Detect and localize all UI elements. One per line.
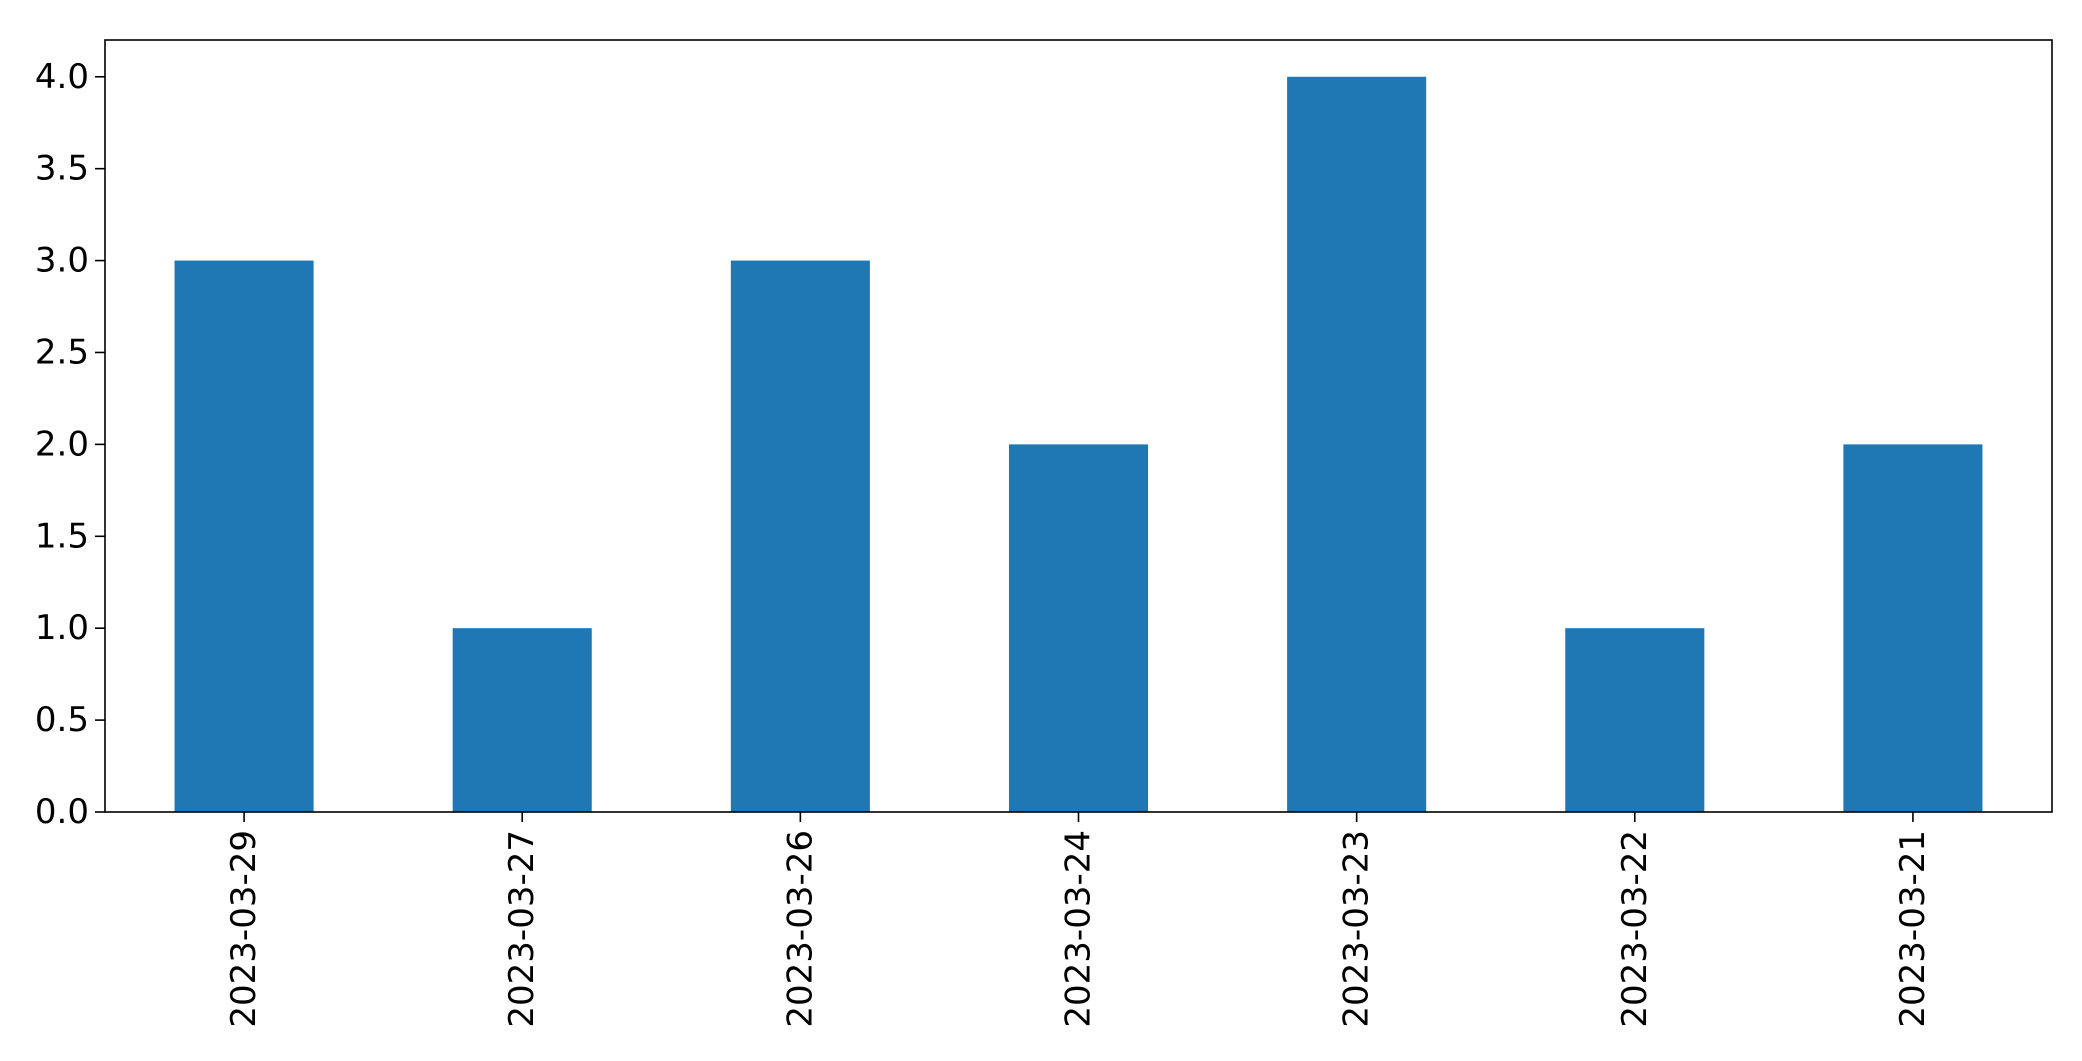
bar-2023-03-24 [1008,444,1149,812]
bar-2023-03-27 [452,628,592,812]
bar-2023-03-29 [174,260,314,813]
x-tick-label: 2023-03-22 [1615,830,1655,1028]
y-tick-label: 1.5 [35,516,89,556]
plot-frame [104,39,2053,813]
y-tick-label: 2.0 [35,424,89,464]
y-tick-label: 3.0 [35,241,89,281]
bar-2023-03-22 [1565,628,1705,812]
y-tick-label: 0.5 [35,700,89,740]
x-tick-label: 2023-03-24 [1059,830,1099,1028]
bar-2023-03-26 [730,260,870,813]
x-tick-label: 2023-03-21 [1893,830,1933,1028]
y-tick-label: 3.5 [35,149,89,189]
x-tick-label: 2023-03-27 [502,830,542,1028]
y-axis: 0.0 0.5 1.0 1.5 2.0 2.5 3.0 3.5 4.0 [35,57,105,832]
y-tick-label: 1.0 [35,608,89,648]
y-tick-label: 2.5 [35,332,89,372]
x-tick-label: 2023-03-23 [1337,830,1377,1028]
bar-2023-03-21 [1843,444,1983,812]
y-tick-label: 0.0 [35,792,89,832]
bar-2023-03-23 [1287,76,1427,812]
bars-layer [174,76,1983,813]
x-tick-label: 2023-03-29 [224,830,264,1028]
y-tick-label: 4.0 [35,57,89,97]
x-axis: 2023-03-29 2023-03-27 2023-03-26 2023-03-24… [224,812,1933,1028]
x-tick-label: 2023-03-26 [780,830,820,1028]
